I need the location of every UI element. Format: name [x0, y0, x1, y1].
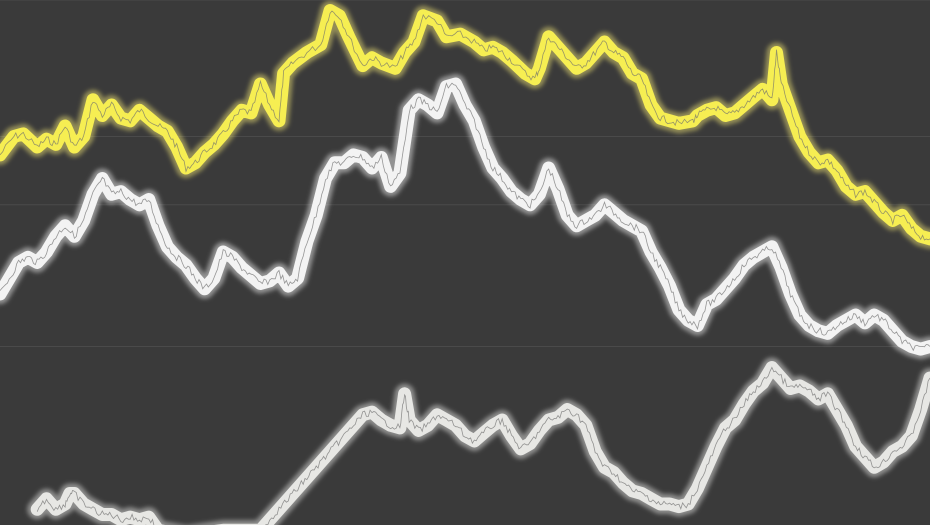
series-2-trace — [0, 82, 930, 352]
series-3-band — [30, 361, 930, 525]
series-2-band — [0, 77, 930, 356]
series-1-trace — [0, 10, 930, 241]
series-3 — [27, 357, 930, 525]
series-2 — [0, 74, 930, 360]
series-1 — [0, 0, 930, 249]
series-3-trace — [36, 366, 930, 525]
